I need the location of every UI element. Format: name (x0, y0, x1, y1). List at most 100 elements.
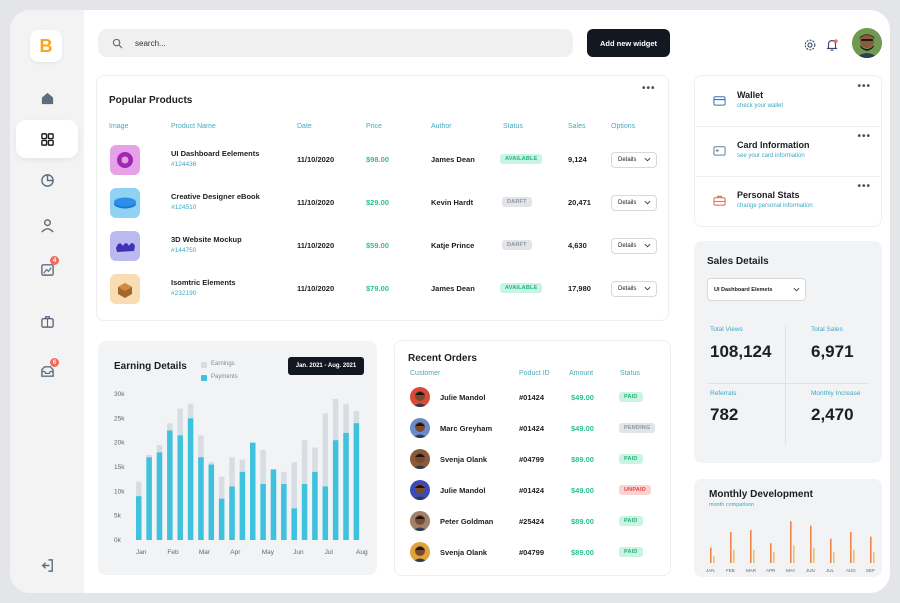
customer-name[interactable]: Julie Mandol (440, 393, 486, 402)
month-tick-label: AUG (846, 568, 856, 573)
search-input[interactable] (135, 38, 535, 48)
customer-name[interactable]: Svenja Olank (440, 548, 488, 557)
customer-name[interactable]: Marc Greyham (440, 424, 493, 433)
x-tick-label: Apr (230, 549, 241, 556)
column-header: Author (431, 123, 452, 130)
bar-payments (301, 484, 308, 540)
order-amount: $89.00 (571, 548, 594, 557)
y-tick-label: 30k (114, 391, 125, 398)
x-tick-label: Jul (325, 549, 334, 556)
product-thumbnail[interactable] (110, 145, 140, 175)
recent-orders-title: Recent Orders (408, 353, 477, 364)
date-range-button[interactable]: Jan. 2021 - Aug. 2021 (288, 357, 364, 375)
sales-details-title: Sales Details (707, 256, 769, 267)
product-status-badge: AVAILABLE (500, 283, 543, 293)
column-header: Amount (569, 370, 594, 377)
avatar-illustration (413, 515, 427, 531)
product-id: #124436 (171, 161, 197, 168)
month-tick-label: JUN (806, 568, 815, 573)
development-bar (793, 545, 795, 563)
chevron-down-icon (644, 200, 651, 205)
stat-value-total-sales: 6,971 (811, 342, 854, 361)
customer-avatar[interactable] (410, 511, 430, 531)
customer-avatar[interactable] (410, 480, 430, 500)
bar-payments (332, 440, 339, 540)
search-bar[interactable] (98, 29, 573, 57)
bar-payments (136, 496, 142, 540)
product-thumbnail[interactable] (110, 274, 140, 304)
stat-label-total-sales: Total Sales (811, 326, 843, 333)
sidebar-item-analytics[interactable]: 4 (10, 250, 84, 288)
gear-icon[interactable] (803, 38, 817, 52)
order-product-id: #04799 (519, 548, 545, 557)
customer-name[interactable]: Peter Goldman (440, 517, 494, 526)
stats-divider-vertical (785, 325, 786, 445)
product-thumbnail[interactable] (110, 231, 140, 261)
product-author: Katje Prince (431, 241, 475, 250)
product-price: $29.00 (366, 198, 389, 207)
development-bar (753, 549, 755, 563)
product-image-icon (118, 283, 132, 298)
app-frame: B 4 6 Add n (10, 10, 890, 593)
product-status-badge: DARFT (502, 197, 532, 207)
user-avatar[interactable] (852, 28, 882, 58)
app-logo[interactable]: B (30, 30, 62, 62)
x-tick-label: Mar (199, 549, 211, 556)
chevron-down-icon (644, 157, 651, 162)
product-sales: 17,980 (568, 284, 591, 293)
product-name[interactable]: UI Dashboard Eelements (171, 149, 260, 158)
bar-payments (198, 457, 204, 540)
more-options-icon[interactable]: ••• (857, 131, 871, 142)
product-name[interactable]: Creative Designer eBook (171, 192, 260, 201)
product-id: #124510 (171, 204, 197, 211)
logout-icon (41, 558, 53, 572)
customer-avatar[interactable] (410, 387, 430, 407)
personal-stats-item[interactable]: Personal Stats change personal informati… (695, 176, 881, 226)
x-tick-label: Jan (136, 549, 147, 556)
y-tick-label: 15k (114, 464, 125, 471)
customer-avatar[interactable] (410, 449, 430, 469)
more-options-icon[interactable]: ••• (857, 81, 871, 92)
divider (695, 176, 881, 177)
product-select[interactable]: UI Dashboard Elemets (707, 278, 806, 301)
sidebar-item-briefcase[interactable] (10, 302, 84, 340)
sidebar-item-home[interactable] (10, 79, 84, 117)
popular-products-title: Popular Products (109, 95, 193, 106)
development-bar (813, 547, 815, 563)
sidebar-item-reports[interactable] (10, 161, 84, 199)
bar-earnings (322, 413, 329, 540)
more-options-icon[interactable]: ••• (642, 83, 656, 94)
order-status-badge: PAID (619, 392, 643, 402)
x-tick-label: Jun (293, 549, 304, 556)
details-dropdown[interactable]: Details (611, 238, 657, 254)
customer-avatar[interactable] (410, 418, 430, 438)
wallet-item[interactable]: Wallet check your wallet ••• (695, 76, 881, 126)
customer-name[interactable]: Julie Mandol (440, 486, 486, 495)
development-bar (713, 556, 715, 563)
customer-avatar[interactable] (410, 542, 430, 562)
sidebar-item-users[interactable] (10, 206, 84, 244)
product-image-icon (116, 243, 135, 252)
bell-icon[interactable] (825, 38, 839, 52)
customer-name[interactable]: Svenja Olank (440, 455, 488, 464)
add-widget-button[interactable]: Add new widget (587, 29, 670, 57)
product-name[interactable]: 3D Website Mockup (171, 235, 242, 244)
card-information-subtitle: see your card information (737, 153, 805, 159)
sidebar-item-logout[interactable] (10, 546, 84, 584)
product-thumbnail[interactable] (110, 188, 140, 218)
order-status-badge: PAID (619, 516, 643, 526)
home-icon (41, 92, 53, 104)
order-amount: $89.00 (571, 455, 594, 464)
product-author: James Dean (431, 284, 475, 293)
column-header: Image (109, 123, 129, 130)
details-dropdown[interactable]: Details (611, 281, 657, 297)
sidebar-item-messages[interactable]: 6 (10, 352, 84, 390)
details-dropdown[interactable]: Details (611, 195, 657, 211)
details-dropdown[interactable]: Details (611, 152, 657, 168)
more-options-icon[interactable]: ••• (857, 181, 871, 192)
bar-earnings (291, 462, 297, 540)
product-name[interactable]: Isomtric Elements (171, 278, 236, 287)
card-information-item[interactable]: Card Information see your card informati… (695, 126, 881, 176)
sidebar-item-dashboard[interactable] (16, 120, 78, 158)
details-dropdown-label: Details (618, 286, 637, 292)
